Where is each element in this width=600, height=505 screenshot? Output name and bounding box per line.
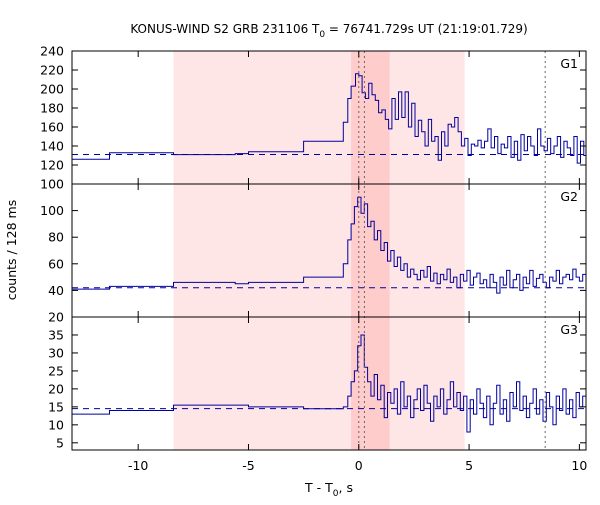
y-tick-label: 20 — [48, 310, 64, 325]
x-tick-label: -10 — [128, 458, 148, 473]
y-tick-label: 40 — [48, 283, 64, 298]
x-axis-label-subscript: 0 — [333, 489, 339, 499]
y-tick-label: 80 — [48, 230, 64, 245]
y-tick-label: 30 — [48, 345, 64, 360]
shaded-interval-1 — [173, 51, 465, 450]
x-tick-label: 5 — [465, 458, 473, 473]
chart-title: KONUS-WIND S2 GRB 231106 T0 = 76741.729s… — [130, 22, 527, 40]
y-tick-label: 35 — [48, 327, 64, 342]
panel-frame-g3 — [71, 316, 587, 451]
y-tick-label: 15 — [48, 399, 64, 414]
y-tick-label: 100 — [40, 177, 64, 192]
x-tick-label: 0 — [355, 458, 363, 473]
y-tick-label: 5 — [56, 435, 64, 450]
x-axis-label-prefix: T - T — [304, 480, 333, 495]
series-line-g2 — [72, 196, 586, 294]
x-tick-label: -5 — [242, 458, 254, 473]
y-tick-label: 160 — [40, 120, 64, 135]
y-tick-label: 220 — [40, 63, 64, 78]
y-tick-label: 20 — [48, 381, 64, 396]
x-axis-label: T - T0, s — [304, 480, 353, 499]
y-tick-label: 240 — [40, 44, 64, 59]
y-axis-label: counts / 128 ms — [4, 200, 19, 300]
series-line-g1 — [72, 73, 586, 164]
x-tick-label: 10 — [571, 458, 587, 473]
series-line-g3 — [72, 334, 586, 433]
y-tick-label: 120 — [40, 158, 64, 173]
chart-title-prefix: KONUS-WIND S2 GRB 231106 T — [130, 22, 320, 36]
chart-title-subscript: 0 — [319, 30, 325, 40]
panel-label-g3: G3 — [560, 322, 578, 337]
y-tick-label: 200 — [40, 82, 64, 97]
y-tick-label: 140 — [40, 139, 64, 154]
y-tick-label: 10 — [48, 417, 64, 432]
panel-label-g1: G1 — [560, 56, 578, 71]
y-tick-label: 100 — [40, 203, 64, 218]
x-axis-label-suffix: , s — [339, 480, 353, 495]
y-tick-label: 60 — [48, 256, 64, 271]
chart-title-suffix: = 76741.729s UT (21:19:01.729) — [325, 22, 528, 36]
panel-label-g2: G2 — [560, 189, 578, 204]
y-tick-label: 25 — [48, 363, 64, 378]
y-tick-label: 180 — [40, 101, 64, 116]
